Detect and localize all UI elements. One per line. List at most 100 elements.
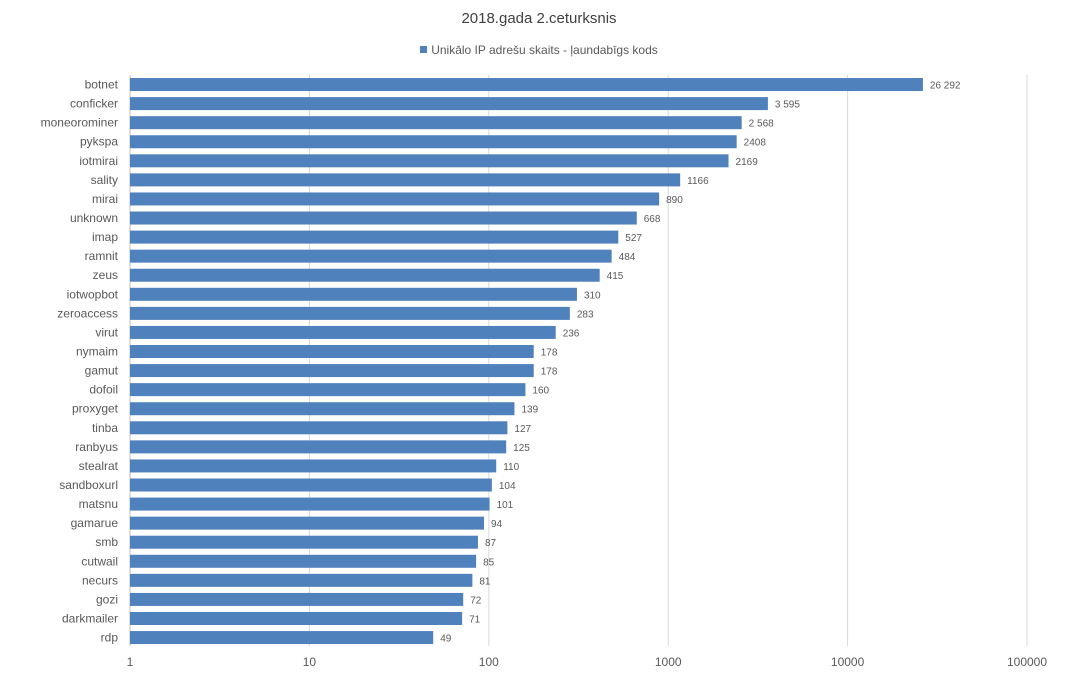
bar <box>130 173 681 187</box>
category-label: pykspa <box>80 135 118 149</box>
category-label: gozi <box>96 592 118 606</box>
bar <box>130 287 577 301</box>
category-label: ramnit <box>85 249 119 263</box>
data-label: 85 <box>483 557 495 568</box>
bar <box>130 78 923 92</box>
data-label: 94 <box>491 519 503 530</box>
data-label: 310 <box>584 290 601 301</box>
category-label: rdp <box>101 631 119 645</box>
bar <box>130 516 484 530</box>
data-label: 283 <box>577 309 594 320</box>
bar <box>130 611 463 625</box>
bar <box>130 211 637 225</box>
category-label: darkmailer <box>62 611 118 625</box>
bar <box>130 230 619 244</box>
bar <box>130 573 473 587</box>
data-label: 125 <box>513 443 530 454</box>
category-label: nymaim <box>76 345 118 359</box>
data-label: 139 <box>521 405 538 416</box>
bar <box>130 592 464 606</box>
category-label: iotmirai <box>79 154 118 168</box>
category-label: ranbyus <box>75 440 118 454</box>
x-tick-label: 10 <box>303 655 317 669</box>
data-label: 71 <box>469 614 481 625</box>
category-label: gamut <box>85 364 119 378</box>
bar <box>130 421 508 435</box>
category-label: conficker <box>70 97 118 111</box>
legend: Unikālo IP adrešu skaits - ļaundabīgs ko… <box>0 43 1078 57</box>
data-label: 104 <box>499 481 516 492</box>
data-label: 72 <box>470 595 482 606</box>
category-label: sandboxurl <box>59 478 118 492</box>
category-label: matsnu <box>79 497 118 511</box>
data-label: 890 <box>666 195 683 206</box>
x-tick-label: 1000 <box>655 655 682 669</box>
category-label: unknown <box>70 211 118 225</box>
category-label: smb <box>95 535 118 549</box>
data-label: 2169 <box>736 157 759 168</box>
category-label: sality <box>91 173 118 187</box>
bar <box>130 306 570 320</box>
x-tick-label: 100000 <box>1007 655 1047 669</box>
data-label: 178 <box>541 348 558 359</box>
category-label: tinba <box>92 421 118 435</box>
legend-swatch <box>420 46 428 53</box>
category-label: iotwopbot <box>67 287 119 301</box>
bar <box>130 364 534 378</box>
category-label: cutwail <box>81 554 118 568</box>
bar <box>130 249 612 263</box>
bar <box>130 402 515 416</box>
bar <box>130 535 478 549</box>
category-label: moneorominer <box>41 116 118 130</box>
data-label: 26 292 <box>930 81 961 92</box>
bar <box>130 97 768 111</box>
bar <box>130 325 556 339</box>
category-label: proxyget <box>72 402 119 416</box>
data-label: 2 568 <box>749 119 774 130</box>
bar <box>130 440 507 454</box>
bar <box>130 154 729 168</box>
data-label: 178 <box>541 367 558 378</box>
x-tick-label: 100 <box>479 655 499 669</box>
bar <box>130 345 534 359</box>
bar <box>130 116 742 130</box>
category-label: dofoil <box>89 383 118 397</box>
data-label: 668 <box>644 214 661 225</box>
data-label: 160 <box>532 386 549 397</box>
chart-title: 2018.gada 2.ceturksnis <box>461 10 617 27</box>
data-label: 127 <box>514 424 531 435</box>
category-label: imap <box>92 230 118 244</box>
x-tick-label: 1 <box>127 655 134 669</box>
category-label: necurs <box>82 573 118 587</box>
data-label: 3 595 <box>775 100 800 111</box>
bar <box>130 135 737 149</box>
category-label: botnet <box>85 78 119 92</box>
category-label: stealrat <box>79 459 119 473</box>
bar <box>130 268 600 282</box>
bar <box>130 383 526 397</box>
data-label: 484 <box>619 252 636 263</box>
data-label: 2408 <box>744 138 767 149</box>
category-label: zeus <box>93 268 118 282</box>
data-label: 527 <box>625 233 642 244</box>
data-label: 81 <box>479 576 491 587</box>
data-label: 415 <box>607 271 624 282</box>
category-label: gamarue <box>71 516 119 530</box>
bar <box>130 497 490 511</box>
bar <box>130 554 477 568</box>
data-label: 110 <box>503 462 519 473</box>
data-label: 101 <box>497 500 514 511</box>
data-label: 236 <box>563 328 580 339</box>
category-label: zeroaccess <box>57 306 118 320</box>
data-label: 87 <box>485 538 497 549</box>
data-label: 1166 <box>687 176 709 187</box>
legend-label: Unikālo IP adrešu skaits - ļaundabīgs ko… <box>431 43 658 57</box>
category-label: virut <box>95 325 118 339</box>
bar <box>130 478 492 492</box>
x-tick-label: 10000 <box>831 655 865 669</box>
bar <box>130 631 434 645</box>
category-label: mirai <box>92 192 118 206</box>
bar <box>130 192 660 206</box>
